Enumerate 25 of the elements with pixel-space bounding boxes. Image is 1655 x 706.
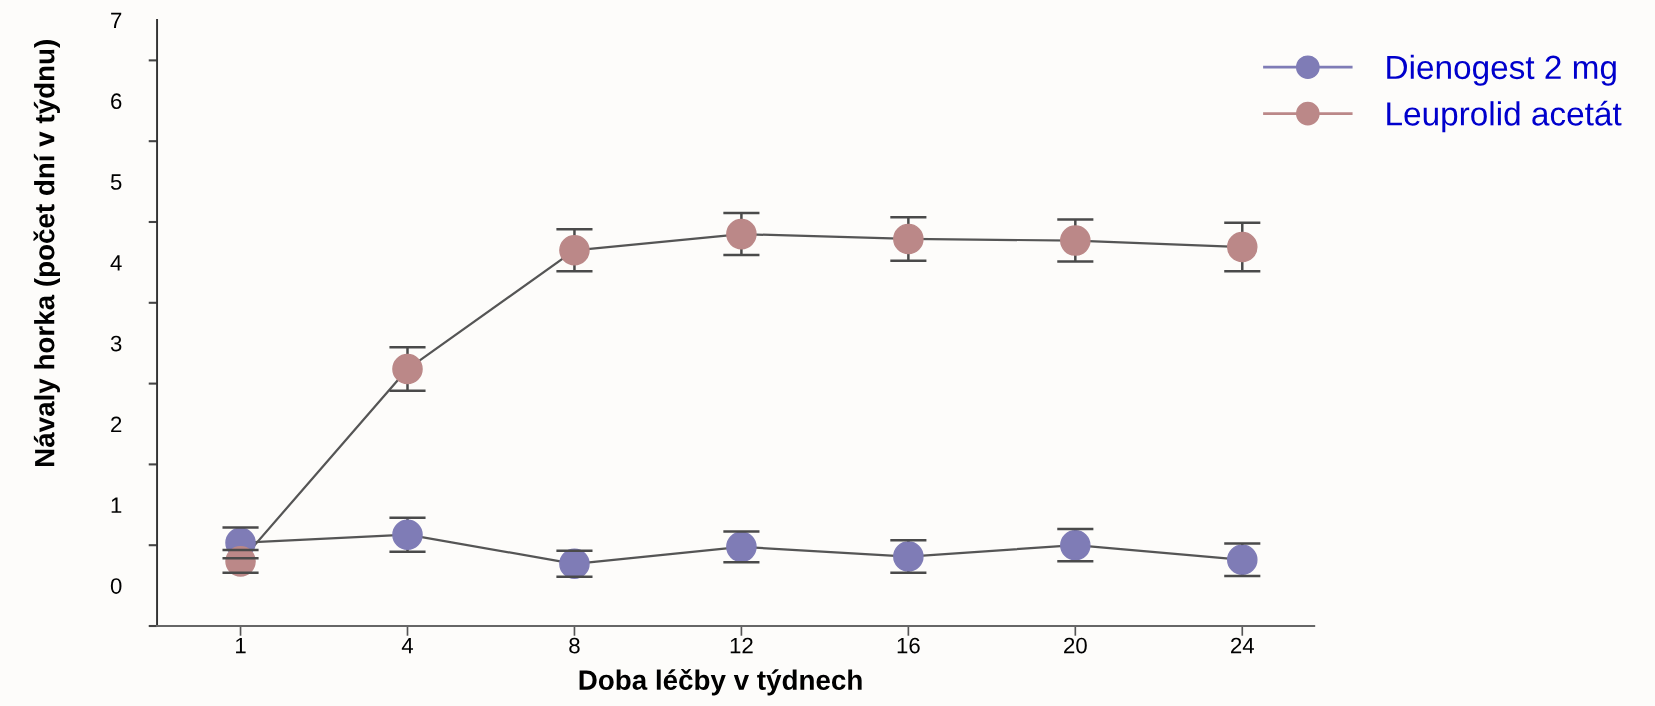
x-tick-label: 4 [401,637,414,654]
point [893,223,924,255]
point [726,218,757,250]
x-tick-label: 1 [236,637,246,654]
legend-label: Dienogest 2 mg [1387,54,1616,86]
point [1227,231,1258,263]
x-tick-label: 20 [1064,637,1087,654]
y-tick-label: 1 [111,497,122,513]
y-tick-label: 5 [110,174,122,190]
y-tick-label: 0 [110,578,122,594]
point [392,353,423,385]
x-tick-label: 8 [569,637,580,654]
x-tick-label: 24 [1231,637,1254,654]
legend-label: Leuprolid acetát [1387,100,1622,133]
y-axis-title: Návaly horka (počet dní v týdnu) [33,40,60,466]
y-tick-label: 6 [111,93,122,110]
y-tick-label: 3 [110,335,122,352]
y-tick-label: 2 [111,416,122,433]
point [1060,225,1091,256]
y-tick-label: 7 [111,12,122,29]
x-axis-title: Doba léčby v týdnech [579,668,862,696]
x-tick-label: 12 [730,637,753,654]
y-tick-label: 4 [110,255,122,271]
x-tick-label: 16 [897,637,920,654]
point [559,234,590,266]
